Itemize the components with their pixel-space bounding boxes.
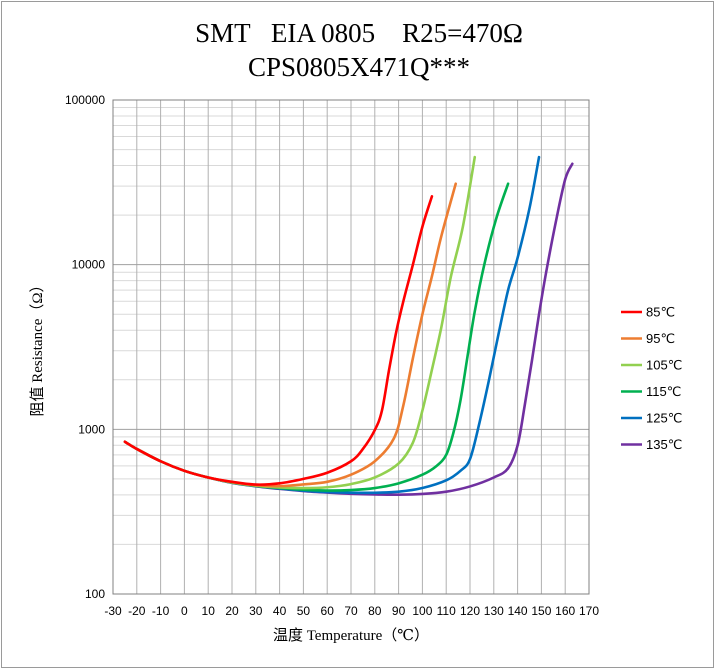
chart-title-line-2: CPS0805X471Q*** — [248, 52, 470, 82]
y-tick-label: 100000 — [65, 93, 105, 107]
legend-item: 105℃ — [621, 358, 682, 373]
legend-label: 115℃ — [646, 384, 681, 399]
x-tick-label: 120 — [460, 604, 480, 618]
x-tick-label: -10 — [152, 604, 170, 618]
x-tick-label: 10 — [202, 604, 216, 618]
series-line — [123, 182, 510, 492]
y-tick-label: 100 — [85, 587, 105, 601]
x-tick-label: -20 — [128, 604, 146, 618]
legend-item: 85℃ — [621, 305, 675, 320]
x-tick-label: 140 — [508, 604, 528, 618]
chart-title: SMT EIA 0805 R25=470Ω CPS0805X471Q*** — [195, 18, 523, 82]
series-line — [123, 182, 458, 488]
x-tick-label: 0 — [181, 604, 188, 618]
chart-title-line-1: SMT EIA 0805 R25=470Ω — [195, 18, 523, 48]
x-axis-title: 温度 Temperature（℃） — [273, 627, 429, 644]
x-tick-label: 70 — [344, 604, 358, 618]
x-tick-label: 110 — [437, 604, 456, 618]
series-line — [123, 155, 541, 495]
x-tick-label: -30 — [104, 604, 122, 618]
x-tick-label: 90 — [392, 604, 406, 618]
legend-label: 95℃ — [646, 331, 675, 346]
y-tick-label: 10000 — [72, 258, 106, 272]
legend-label: 105℃ — [646, 358, 682, 373]
legend-label: 85℃ — [646, 305, 675, 320]
major-gridlines — [112, 99, 590, 595]
legend-item: 115℃ — [621, 384, 681, 399]
y-axis-tick-labels: 100 1000 10000 100000 — [65, 93, 105, 601]
x-axis-tick-labels: -30 -20 -10 0 10 20 30 40 50 60 70 80 90 100 110 120 130… — [104, 604, 599, 618]
legend-item: 125℃ — [621, 411, 682, 426]
x-tick-label: 150 — [531, 604, 551, 618]
x-tick-label: 160 — [555, 604, 575, 618]
x-tick-label: 20 — [225, 604, 239, 618]
legend-label: 135℃ — [646, 437, 682, 452]
x-tick-label: 60 — [321, 604, 335, 618]
plot-area — [112, 99, 590, 595]
legend: 85℃ 95℃ 105℃ 115℃ 125℃ 135℃ — [621, 305, 682, 452]
legend-item: 95℃ — [621, 331, 675, 346]
y-tick-label: 1000 — [78, 422, 105, 436]
series-line — [123, 195, 434, 486]
y-axis-title: 阻值 Resistance（Ω） — [29, 277, 46, 416]
x-tick-label: 50 — [297, 604, 311, 618]
series-lines — [123, 155, 574, 497]
x-tick-label: 30 — [249, 604, 263, 618]
x-tick-label: 80 — [368, 604, 382, 618]
x-tick-label: 100 — [412, 604, 432, 618]
x-tick-label: 130 — [484, 604, 504, 618]
x-tick-label: 40 — [273, 604, 287, 618]
x-tick-label: 170 — [579, 604, 599, 618]
legend-label: 125℃ — [646, 411, 682, 426]
legend-item: 135℃ — [621, 437, 682, 452]
